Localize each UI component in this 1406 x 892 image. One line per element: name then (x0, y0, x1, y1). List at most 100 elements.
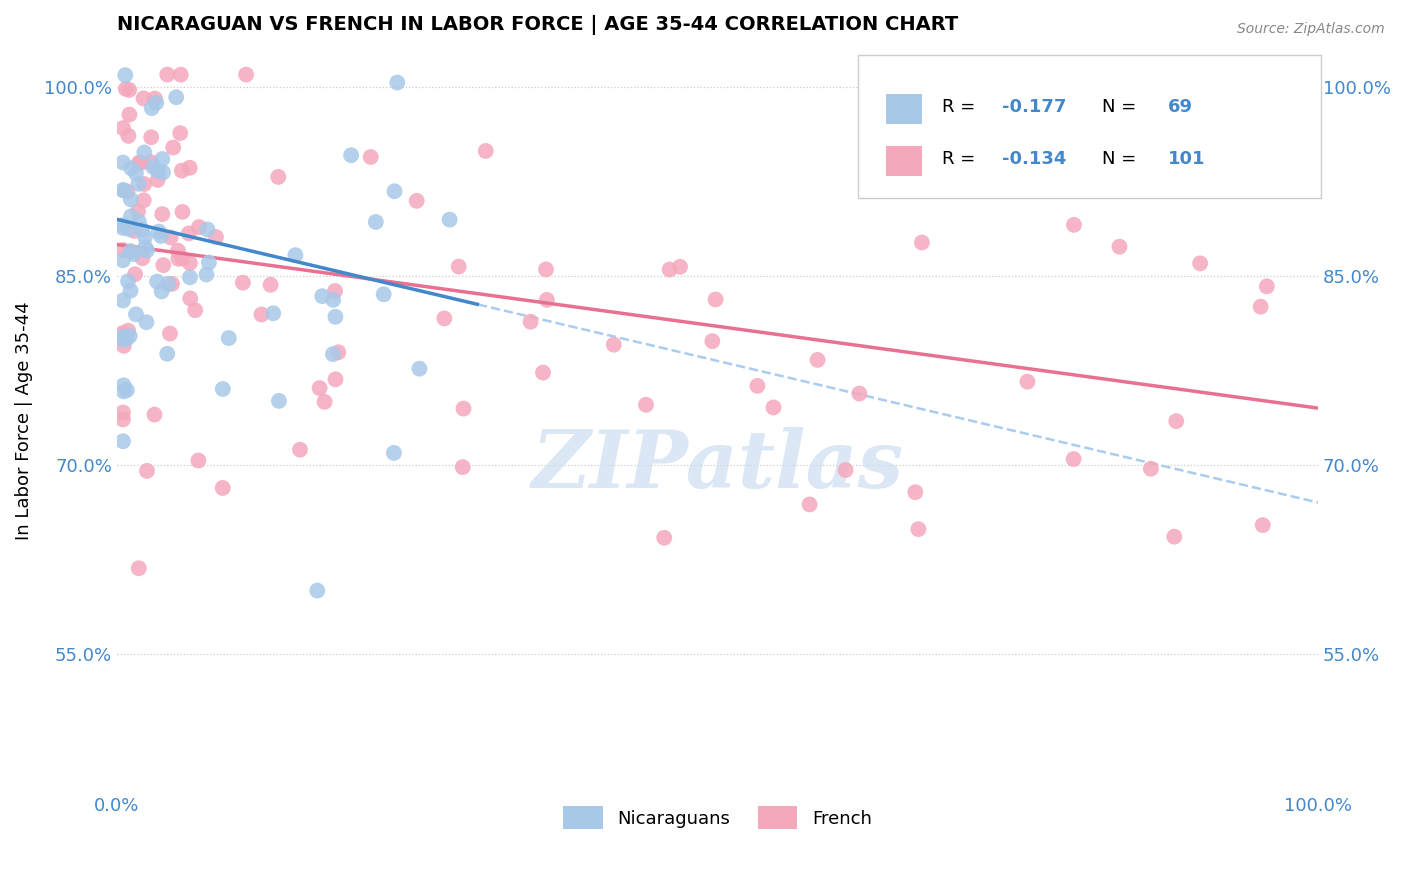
Point (384, 184, 406, 198)
Point (433, 311, 456, 326)
Point (907, 522, 929, 536)
Point (167, 252, 190, 266)
Point (111, 405, 134, 419)
Point (747, 379, 769, 393)
Point (111, 293, 134, 308)
Point (259, 277, 281, 292)
Point (134, 177, 156, 191)
Point (834, 463, 856, 477)
Text: N =: N = (1102, 150, 1142, 168)
FancyBboxPatch shape (886, 94, 922, 124)
Point (172, 204, 194, 219)
Point (118, 83, 141, 97)
Point (536, 293, 558, 307)
Point (125, 307, 148, 321)
Point (128, 214, 150, 228)
Text: ZIPatlas: ZIPatlas (531, 426, 904, 504)
Point (120, 284, 142, 298)
Point (112, 183, 135, 197)
Y-axis label: In Labor Force | Age 35-44: In Labor Force | Age 35-44 (15, 301, 32, 540)
Text: 101: 101 (1168, 150, 1205, 168)
Point (114, 82, 136, 96)
Point (1250, 300, 1272, 314)
Point (136, 464, 159, 478)
Point (1063, 452, 1085, 467)
Point (288, 442, 311, 457)
Point (160, 277, 183, 291)
Point (114, 68, 136, 82)
Point (150, 152, 173, 166)
Point (150, 285, 173, 299)
Point (364, 215, 387, 229)
Point (323, 284, 346, 298)
Point (111, 412, 134, 426)
Point (141, 130, 163, 145)
Point (211, 382, 233, 396)
Point (115, 332, 138, 346)
Point (117, 128, 139, 143)
Text: -0.134: -0.134 (1002, 150, 1067, 168)
Point (704, 293, 727, 307)
Text: R =: R = (942, 97, 981, 116)
Point (198, 255, 221, 269)
Point (373, 287, 395, 301)
Point (179, 256, 201, 270)
Point (179, 161, 201, 175)
Point (179, 292, 201, 306)
Point (149, 229, 172, 244)
Point (125, 166, 148, 180)
FancyBboxPatch shape (858, 55, 1320, 198)
Point (262, 306, 284, 320)
Point (634, 398, 657, 412)
Point (111, 121, 134, 136)
Point (139, 155, 162, 169)
Point (702, 334, 724, 349)
Point (111, 253, 134, 268)
Point (531, 366, 554, 380)
Point (360, 150, 382, 164)
Point (118, 107, 141, 121)
Point (519, 315, 541, 329)
Point (453, 401, 475, 416)
Point (117, 274, 139, 288)
Point (669, 260, 692, 274)
Point (267, 393, 290, 408)
Point (131, 223, 153, 237)
Point (118, 329, 141, 343)
Point (187, 453, 209, 467)
Point (1189, 256, 1212, 270)
Point (382, 446, 405, 460)
Point (117, 185, 139, 199)
Point (143, 408, 166, 422)
Point (911, 235, 934, 250)
Point (142, 160, 165, 174)
Point (115, 383, 138, 397)
Point (197, 222, 219, 236)
Point (1108, 240, 1130, 254)
Point (148, 225, 170, 239)
Point (159, 230, 181, 244)
Point (307, 583, 329, 598)
Point (1017, 375, 1039, 389)
Point (762, 401, 785, 415)
Point (603, 337, 626, 351)
Point (177, 227, 200, 241)
Point (325, 310, 347, 324)
Point (134, 230, 156, 244)
Point (122, 247, 145, 261)
Point (117, 324, 139, 338)
Point (111, 155, 134, 169)
Point (111, 434, 134, 449)
Point (120, 192, 142, 206)
Point (267, 169, 290, 184)
Point (904, 485, 927, 500)
FancyBboxPatch shape (886, 146, 922, 176)
Point (170, 163, 193, 178)
Point (328, 345, 350, 359)
Point (799, 498, 821, 512)
Point (111, 220, 134, 235)
Text: R =: R = (942, 150, 981, 168)
Point (218, 331, 240, 345)
Point (111, 329, 134, 343)
Text: -0.177: -0.177 (1002, 97, 1067, 116)
